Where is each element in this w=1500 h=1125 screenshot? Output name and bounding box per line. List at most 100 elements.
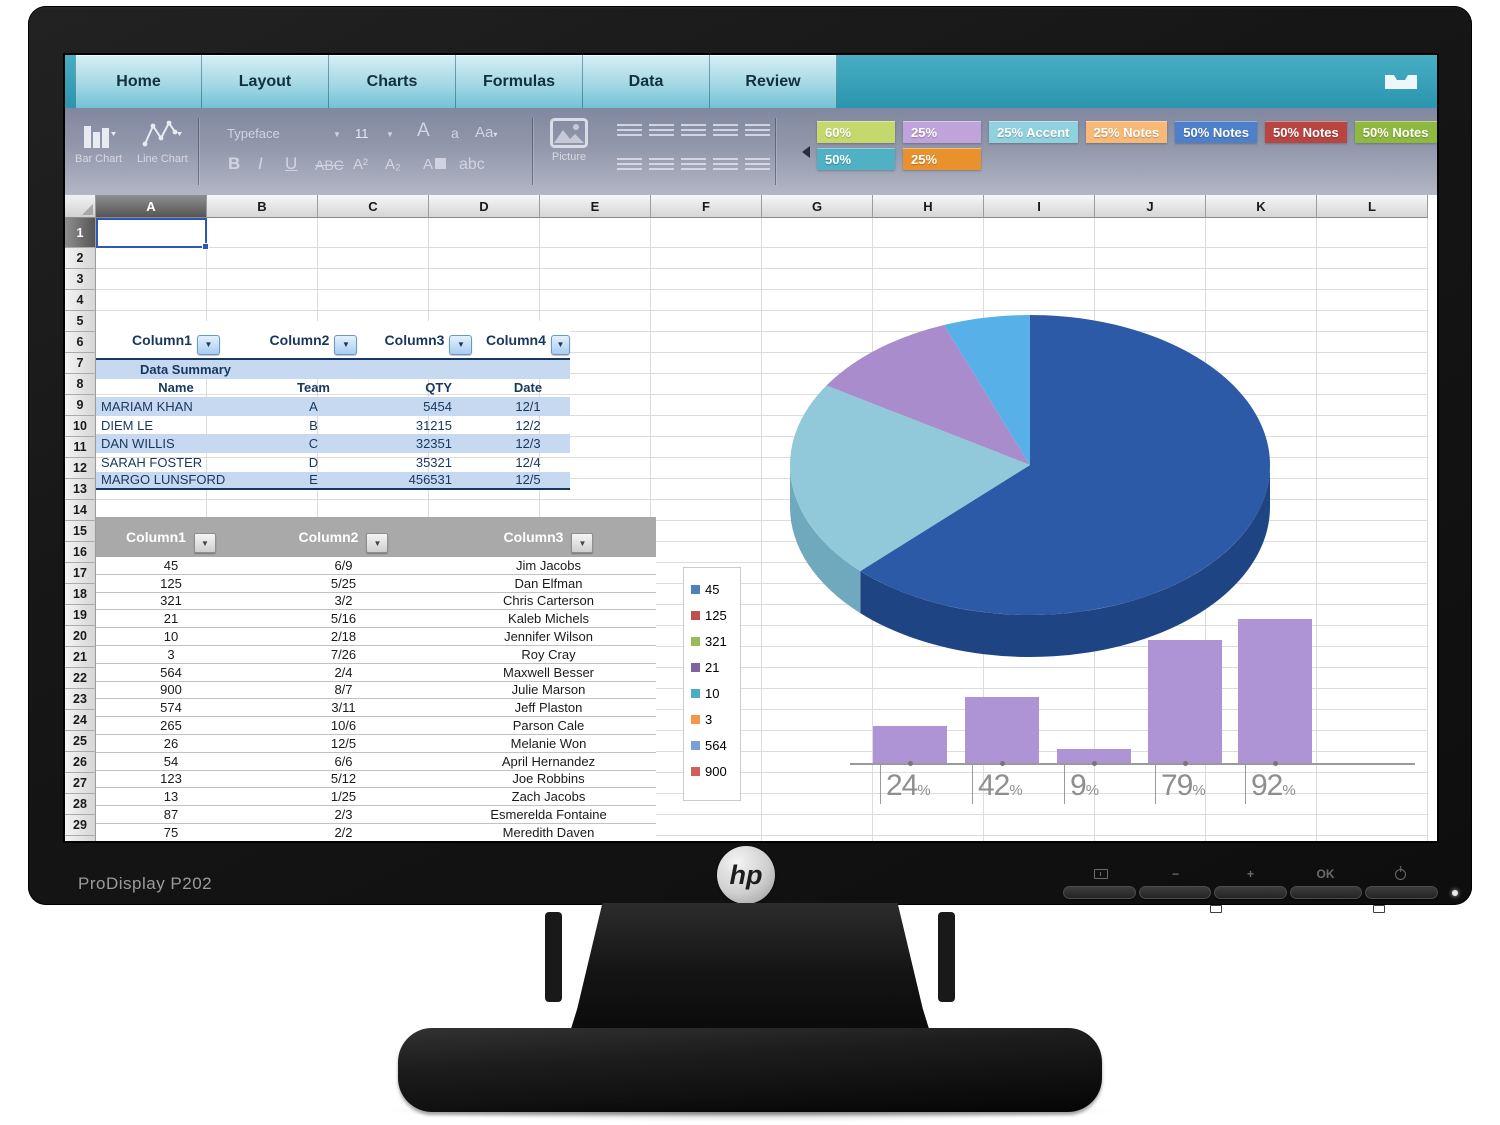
row-header-26[interactable]: 26 xyxy=(65,752,96,773)
row-header-28[interactable]: 28 xyxy=(65,794,96,815)
bullet-list-icon[interactable] xyxy=(617,124,642,139)
change-case-button[interactable]: Aa▾ xyxy=(475,124,498,141)
style-chip[interactable]: 60% xyxy=(817,121,895,143)
align-justify-icon[interactable] xyxy=(681,158,706,173)
inbox-tray-icon[interactable] xyxy=(1383,68,1419,94)
row-header-24[interactable]: 24 xyxy=(65,710,96,731)
indent-decrease-icon[interactable] xyxy=(713,124,738,139)
typeface-caret-icon[interactable]: ▼ xyxy=(333,130,341,139)
subscript-button[interactable]: A₂ xyxy=(385,156,401,173)
style-chip[interactable]: 50% Notes xyxy=(1265,121,1347,143)
grow-font-button[interactable]: A xyxy=(417,120,430,141)
column-header-g[interactable]: G xyxy=(762,195,873,218)
column-header-e[interactable]: E xyxy=(540,195,651,218)
row-header-17[interactable]: 17 xyxy=(65,563,96,584)
style-chip[interactable]: 25% xyxy=(903,121,981,143)
row-header-18[interactable]: 18 xyxy=(65,584,96,605)
filter-dropdown-button[interactable]: ▼ xyxy=(449,334,473,355)
line-chart-button[interactable]: Line Chart xyxy=(137,118,188,165)
row-header-11[interactable]: 11 xyxy=(65,437,96,458)
row-header-9[interactable]: 9 xyxy=(65,395,96,416)
tab-layout[interactable]: Layout xyxy=(202,55,329,108)
column-header-c[interactable]: C xyxy=(318,195,429,218)
font-size-select[interactable]: 11 xyxy=(355,126,369,141)
filter-dropdown-button[interactable]: ▼ xyxy=(334,334,358,355)
insert-picture-button[interactable]: Picture xyxy=(550,118,588,163)
row-header-2[interactable]: 2 xyxy=(65,248,96,269)
shrink-font-button[interactable]: a xyxy=(451,125,459,141)
row-header-25[interactable]: 25 xyxy=(65,731,96,752)
row-header-27[interactable]: 27 xyxy=(65,773,96,794)
style-chip[interactable]: 50% Notes xyxy=(1175,121,1257,143)
style-chip[interactable]: 25% Notes xyxy=(1085,121,1168,143)
row-header-16[interactable]: 16 xyxy=(65,542,96,563)
row-header-14[interactable]: 14 xyxy=(65,500,96,521)
row-header-5[interactable]: 5 xyxy=(65,311,96,332)
column-header-d[interactable]: D xyxy=(429,195,540,218)
row-header-15[interactable]: 15 xyxy=(65,521,96,542)
select-all-corner[interactable] xyxy=(65,195,96,218)
row-header-29[interactable]: 29 xyxy=(65,815,96,836)
row-header-22[interactable]: 22 xyxy=(65,668,96,689)
font-size-caret-icon[interactable]: ▼ xyxy=(386,130,394,139)
row-header-7[interactable]: 7 xyxy=(65,353,96,374)
row-header-4[interactable]: 4 xyxy=(65,290,96,311)
row-header-12[interactable]: 12 xyxy=(65,458,96,479)
row-header-21[interactable]: 21 xyxy=(65,647,96,668)
numbered-list-icon[interactable] xyxy=(649,124,674,139)
column-header-i[interactable]: I xyxy=(984,195,1095,218)
tab-formulas[interactable]: Formulas xyxy=(456,55,583,108)
tab-review[interactable]: Review xyxy=(710,55,837,108)
minus-button[interactable] xyxy=(1138,886,1212,899)
row-header-8[interactable]: 8 xyxy=(65,374,96,395)
style-chip[interactable]: 25% xyxy=(903,148,981,170)
plus-button[interactable] xyxy=(1214,886,1287,899)
row-header-19[interactable]: 19 xyxy=(65,605,96,626)
bold-button[interactable]: B xyxy=(228,154,241,173)
style-chip[interactable]: 50% xyxy=(817,148,895,170)
column-header-l[interactable]: L xyxy=(1317,195,1428,218)
column-header-f[interactable]: F xyxy=(651,195,762,218)
font-color-button[interactable]: A xyxy=(423,156,447,173)
indent-increase-icon[interactable] xyxy=(745,124,770,139)
ok-button[interactable] xyxy=(1289,886,1363,899)
strikethrough-button[interactable]: ABC xyxy=(315,157,344,173)
tab-home[interactable]: Home xyxy=(75,55,202,108)
style-chip[interactable]: 25% Accent xyxy=(989,121,1078,143)
filter-dropdown-button[interactable]: ▼ xyxy=(366,533,389,553)
outline-list-icon[interactable] xyxy=(681,124,706,139)
row-header-23[interactable]: 23 xyxy=(65,689,96,710)
filter-dropdown-button[interactable]: ▼ xyxy=(571,533,594,553)
row-header-13[interactable]: 13 xyxy=(65,479,96,500)
row-header-30-partial[interactable] xyxy=(65,836,96,841)
line-spacing-icon[interactable] xyxy=(713,158,738,173)
column-header-a[interactable]: A xyxy=(96,195,207,218)
column-header-b[interactable]: B xyxy=(207,195,318,218)
fill-handle[interactable] xyxy=(202,243,209,250)
column-header-h[interactable]: H xyxy=(873,195,984,218)
typeface-select[interactable]: Typeface xyxy=(227,126,280,141)
selected-cell-a1[interactable] xyxy=(96,218,209,250)
align-center-icon[interactable] xyxy=(649,158,674,173)
superscript-button[interactable]: A² xyxy=(353,156,368,173)
row-header-3[interactable]: 3 xyxy=(65,269,96,290)
power-button[interactable] xyxy=(1365,886,1438,899)
tab-charts[interactable]: Charts xyxy=(329,55,456,108)
filter-dropdown-button[interactable]: ▼ xyxy=(193,533,216,553)
tab-data[interactable]: Data xyxy=(583,55,710,108)
italic-button[interactable]: I xyxy=(258,154,263,173)
filter-dropdown-button[interactable]: ▼ xyxy=(196,334,220,355)
column-header-k[interactable]: K xyxy=(1206,195,1317,218)
style-chip[interactable]: 50% Notes xyxy=(1354,121,1437,143)
styles-scroll-left-arrow[interactable] xyxy=(802,146,810,158)
row-header-6[interactable]: 6 xyxy=(65,332,96,353)
borders-grid-icon[interactable] xyxy=(745,158,770,173)
menu-button[interactable] xyxy=(1063,886,1136,899)
row-header-20[interactable]: 20 xyxy=(65,626,96,647)
row-header-10[interactable]: 10 xyxy=(65,416,96,437)
bar-chart-button[interactable]: Bar Chart xyxy=(75,118,122,165)
column-header-j[interactable]: J xyxy=(1095,195,1206,218)
underline-button[interactable]: U xyxy=(285,154,298,173)
align-left-icon[interactable] xyxy=(617,158,642,173)
clear-format-button[interactable]: abc xyxy=(459,156,485,173)
